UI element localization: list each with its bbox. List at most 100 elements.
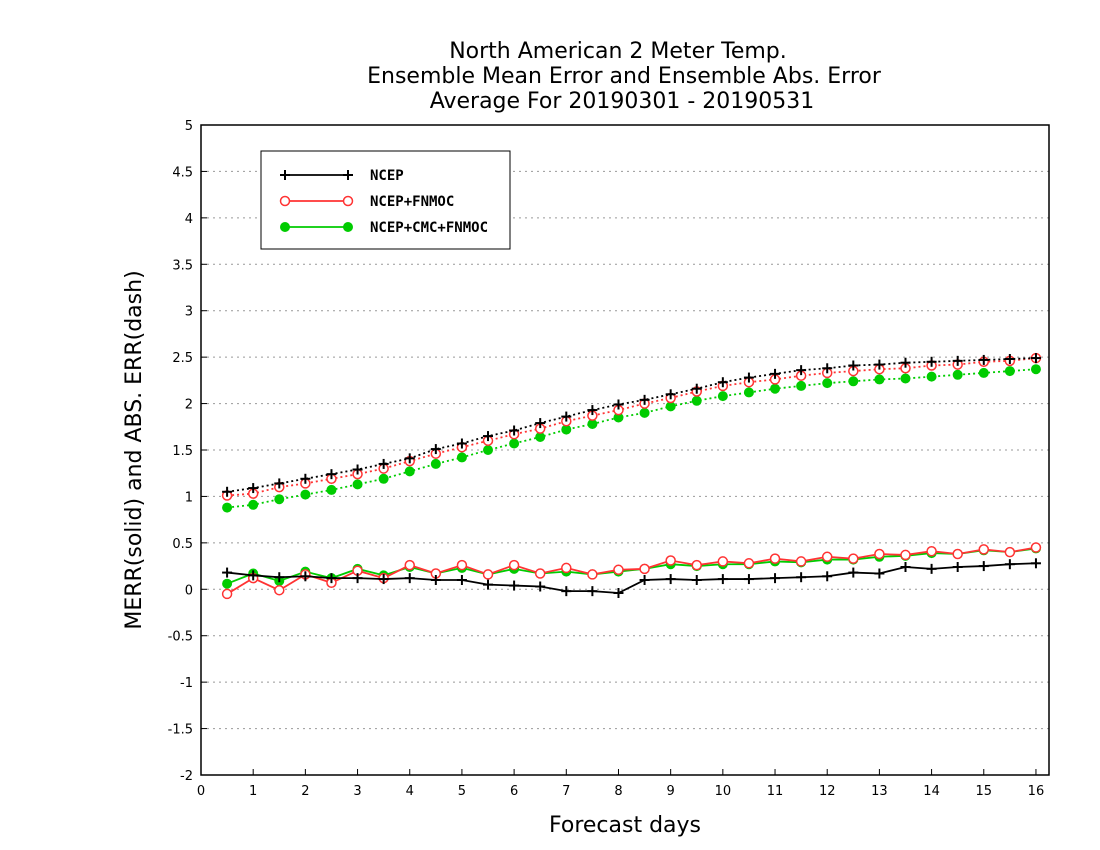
series-ncep-abserr-point [430,444,441,455]
series-ncep-abserr-point [665,389,676,400]
series-ncep-abserr-point [848,360,859,371]
y-tick-label: 2 [185,398,193,413]
series-ncep-cmc-fnmoc-abserr-line [226,368,1037,509]
series-ncep-abserr-point [770,368,781,379]
legend-marker [343,222,353,232]
x-tick-label: 3 [353,784,361,799]
y-tick-label: 2.5 [172,351,193,366]
series-ncep-cmc-fnmoc-abserr-point [483,445,494,455]
legend-marker [343,170,353,180]
series-ncep-merr-point [1004,559,1015,570]
series-ncep-cmc-fnmoc-abserr-point [1004,366,1015,377]
grid-lines [201,170,1049,730]
series-ncep-abserr-point [743,372,754,383]
series-ncep-abserr-point [874,359,885,370]
x-tick-label: 16 [1028,784,1045,799]
series-ncep-fnmoc-merr-point [848,553,859,564]
y-tick-label: 4.5 [172,165,193,180]
x-tick-label: 10 [715,784,732,799]
series-ncep-fnmoc-merr-point [900,549,911,561]
series-ncep-abserr-point [1004,354,1015,364]
series-ncep-fnmoc-merr-point [743,558,755,569]
series-ncep-merr-point [430,575,441,585]
x-tick-label: 6 [510,784,518,799]
series-ncep-cmc-fnmoc-abserr-point [770,383,781,394]
series-ncep-merr-point [952,562,963,572]
series-ncep-cmc-fnmoc-abserr-point [874,374,885,385]
series-ncep-fnmoc-merr-point [587,569,598,580]
series-ncep-cmc-fnmoc-abserr-point [248,499,259,510]
series-ncep-fnmoc-merr-point [926,545,937,557]
series-ncep-fnmoc-merr-point [874,548,885,560]
series-ncep-abserr-point [378,458,389,469]
series-ncep-abserr-point [326,469,337,480]
x-axis-title: Forecast days [549,813,701,838]
series-ncep-fnmoc-merr-point [717,556,729,567]
series-ncep-cmc-fnmoc-abserr-point [952,369,963,380]
y-axis-ticks: 5 4.5 4 3.5 3 2.5 2 1.5 1 0.5 0 -0.5 -1 -1.5 -2 [168,119,207,784]
series-ncep-cmc-fnmoc-abserr-point [222,502,233,513]
x-tick-label: 0 [197,784,205,799]
series-ncep-abserr-point [796,365,807,376]
series-ncep [222,353,1041,598]
series-ncep-merr-point [326,573,337,584]
series-ncep-merr-point [691,575,702,585]
series-ncep-merr-point [456,575,467,585]
series-ncep-fnmoc-merr-point [1004,546,1016,558]
series-ncep-merr-point [874,568,885,579]
series-ncep-cmc-fnmoc-abserr-point [456,452,467,463]
series-ncep-abserr-point [561,411,572,422]
series-ncep-abserr-point [952,355,963,366]
legend-marker [279,195,291,207]
series-ncep-abserr-point [613,399,624,410]
series-ncep-fnmoc-merr-point [274,584,285,596]
legend-item-ncep: NCEP [280,168,404,184]
legend-label: NCEP+CMC+FNMOC [370,220,488,236]
series-ncep-fnmoc-merr-point [456,559,468,571]
series-ncep-fnmoc-merr-point [1030,542,1042,553]
series-ncep-merr-point [639,575,650,585]
series-ncep-fnmoc-merr-point [665,555,676,566]
series-ncep-fnmoc-merr-point [508,559,520,571]
series-ncep-merr-point [378,574,389,585]
legend: NCEP NCEP+FNMOC NCEP+CMC+FNMOC [260,150,511,250]
series-ncep-merr-point [926,563,937,574]
series-ncep-cmc-fnmoc-abserr-point [378,473,389,484]
y-tick-label: -2 [180,769,193,784]
series-ncep-abserr-point [978,354,989,365]
y-tick-label: 3.5 [172,258,193,273]
series-ncep-merr-point [300,571,311,582]
series-ncep-fnmoc [221,352,1042,600]
series-ncep-fnmoc-merr-point [561,562,572,574]
legend-marker [342,195,354,207]
series-ncep-merr-point [509,580,520,591]
series-ncep-merr-point [770,573,781,584]
series-ncep-fnmoc-merr-point [952,548,963,560]
series-ncep-abserr-point [300,473,311,484]
series-ncep-cmc-fnmoc-abserr-point [900,373,911,384]
series-ncep-merr-point [796,572,807,583]
chart-title-line-3: Average For 20190301 - 20190531 [430,89,815,114]
series-ncep-cmc-fnmoc-abserr-point [796,380,807,391]
series-ncep-cmc-fnmoc-abserr-point [430,458,441,469]
series-ncep-merr-point [978,561,989,572]
legend-marker [280,222,290,232]
x-tick-label: 14 [923,784,940,799]
y-tick-label: 1.5 [172,444,193,459]
series-ncep-merr-point [587,586,598,597]
legend-label: NCEP+FNMOC [370,194,454,210]
series-ncep-merr-point [665,574,676,585]
series-ncep-cmc-fnmoc-abserr-point [639,407,650,418]
series-ncep-fnmoc-merr-point [978,544,990,555]
series-ncep-fnmoc-merr-point [534,568,546,579]
series-ncep-merr-point [248,570,259,581]
x-tick-label: 5 [458,784,466,799]
legend-label: NCEP [370,168,404,184]
series-ncep-cmc-fnmoc-abserr-point [352,479,363,490]
series-ncep-cmc-fnmoc-abserr-point [691,395,702,406]
y-tick-label: 3 [185,305,193,320]
x-tick-label: 11 [767,784,784,799]
series-ncep-abserr-point [352,464,363,475]
series-ncep-abserr-point [1030,353,1041,364]
series-ncep-merr-point [822,571,833,582]
